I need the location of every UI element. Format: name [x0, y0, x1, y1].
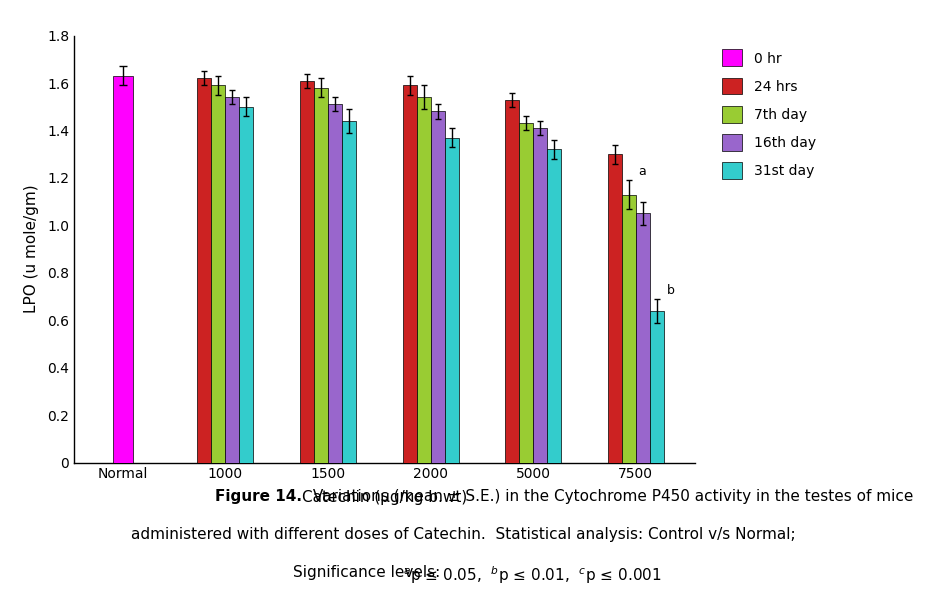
Legend: 0 hr, 24 hrs, 7th day, 16th day, 31st day: 0 hr, 24 hrs, 7th day, 16th day, 31st da… [715, 43, 822, 186]
Bar [650, 311, 664, 463]
Bar [328, 104, 342, 463]
Text: administered with different doses of Catechin.  Statistical analysis: Control v/: administered with different doses of Cat… [132, 527, 795, 541]
Bar [416, 97, 431, 463]
Bar [519, 123, 533, 463]
Text: Figure 14.: Figure 14. [215, 489, 302, 503]
Bar [445, 138, 459, 463]
Text: a: a [639, 165, 646, 178]
Y-axis label: LPO (u mole/gm): LPO (u mole/gm) [24, 185, 39, 313]
Text: b: b [667, 283, 674, 296]
Text: Variations (mean ± S.E.) in the Cytochrome P450 activity in the testes of mice: Variations (mean ± S.E.) in the Cytochro… [308, 489, 913, 503]
Bar [533, 128, 547, 463]
Bar [608, 154, 622, 463]
Bar [113, 76, 133, 463]
Bar [547, 149, 562, 463]
Bar [505, 100, 519, 463]
Text: Significance levels:: Significance levels: [293, 565, 450, 579]
Bar [314, 88, 328, 463]
Bar [636, 213, 650, 463]
Bar [225, 97, 239, 463]
Bar [197, 78, 211, 463]
Text: $^{a}$p ≤ 0.05,  $^{b}$p ≤ 0.01,  $^{c}$p ≤ 0.001: $^{a}$p ≤ 0.05, $^{b}$p ≤ 0.01, $^{c}$p … [403, 565, 662, 586]
X-axis label: Catechin (μg/kg b.wt): Catechin (μg/kg b.wt) [302, 490, 467, 505]
Bar [300, 81, 314, 463]
Bar [402, 85, 416, 463]
Bar [431, 111, 445, 463]
Bar [622, 195, 636, 463]
Bar [342, 121, 356, 463]
Bar [239, 107, 253, 463]
Bar [211, 85, 225, 463]
